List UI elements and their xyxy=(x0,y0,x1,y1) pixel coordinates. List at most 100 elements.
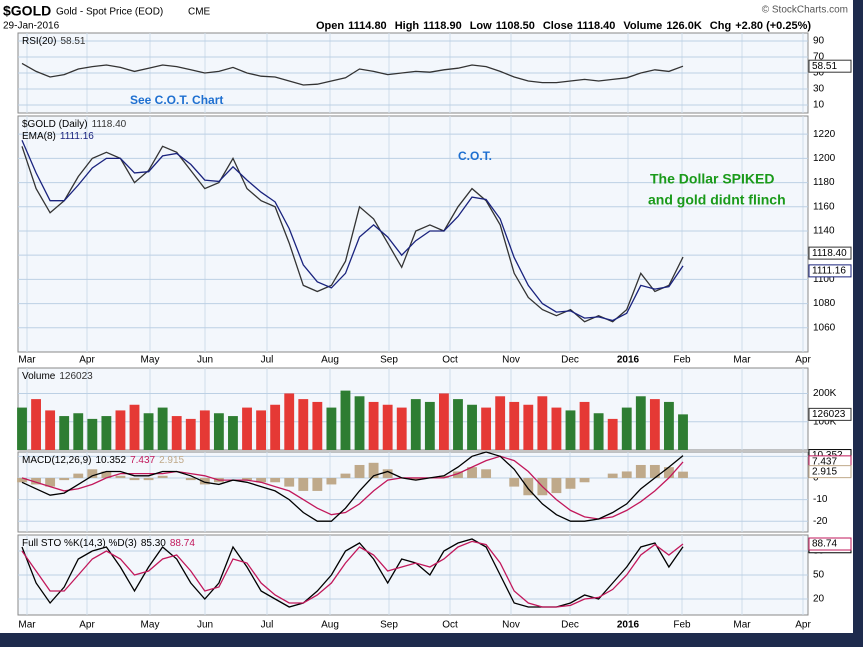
x-tick-label: 2016 xyxy=(617,355,640,366)
legend-value: 126023 xyxy=(59,371,93,382)
volume-bar xyxy=(31,399,41,450)
legend-title: Full STO %K(14,3) %D(3) xyxy=(22,538,137,549)
volume-bar xyxy=(593,413,604,450)
legend-value: 88.74 xyxy=(170,538,195,549)
legend-value: 85.30 xyxy=(141,538,166,549)
y-tick-label: 1100 xyxy=(813,274,835,285)
histogram-bar xyxy=(129,477,140,481)
annotation: See C.O.T. Chart xyxy=(130,93,223,107)
volume-bar xyxy=(537,396,548,450)
x-tick-label: Apr xyxy=(79,355,95,366)
series-line xyxy=(21,62,684,86)
x-tick-label: Aug xyxy=(321,355,339,366)
annotation: The Dollar SPIKED xyxy=(650,171,774,187)
legend: $GOLD (Daily) 1118.40 EMA(8) 1111.16 xyxy=(22,119,127,142)
legend-title: MACD(12,26,9) xyxy=(22,455,91,466)
y-tick-label: 50 xyxy=(813,570,825,581)
x-tick-label: May xyxy=(141,620,160,631)
legend: Volume 126023 xyxy=(22,371,93,382)
x-tick-label: Aug xyxy=(321,620,339,631)
volume-bar xyxy=(396,407,407,450)
histogram-bar xyxy=(649,464,660,478)
quote-value: 1118.90 xyxy=(423,20,462,32)
volume-bar xyxy=(664,401,674,450)
volume-bar xyxy=(157,407,168,450)
volume-bar xyxy=(270,404,281,450)
symbol: $GOLD xyxy=(3,3,51,19)
x-tick-label: Dec xyxy=(561,355,579,366)
legend-value: 10.352 xyxy=(95,455,126,466)
y-tick-label: 1180 xyxy=(813,177,835,188)
x-tick-label: Mar xyxy=(18,355,36,366)
exchange: CME xyxy=(188,7,211,18)
date: 29-Jan-2016 xyxy=(3,21,60,32)
x-tick-label: Mar xyxy=(733,355,751,366)
volume-bar xyxy=(213,413,224,450)
quote: Open 1114.80 High 1118.90 Low 1108.50 Close 111… xyxy=(316,20,811,32)
histogram-bar xyxy=(87,469,98,478)
x-tick-label: Mar xyxy=(18,620,36,631)
series-line xyxy=(21,455,684,520)
histogram-bar xyxy=(621,471,632,478)
volume-bar xyxy=(242,407,252,450)
legend-name: $GOLD (Daily) xyxy=(22,119,88,130)
value-box-label: 2.915 xyxy=(812,466,837,477)
legend-value: 1111.16 xyxy=(60,131,94,142)
legend-value: 2.915 xyxy=(159,455,184,466)
value-box-label: 1111.16 xyxy=(812,266,846,277)
histogram-bar xyxy=(509,477,520,487)
series-line xyxy=(21,540,684,608)
volume-bar xyxy=(453,399,463,450)
volume-bar xyxy=(45,410,56,450)
volume-bar xyxy=(298,399,309,450)
x-tick-label: Feb xyxy=(673,620,691,631)
y-tick-label: 1140 xyxy=(813,226,835,237)
volume-bar xyxy=(678,414,688,450)
value-box-label: 58.51 xyxy=(812,61,837,72)
quote-value: 1108.50 xyxy=(496,20,535,32)
quote-label: Close xyxy=(543,20,573,32)
volume-bar xyxy=(129,404,140,450)
histogram-bar xyxy=(410,477,421,481)
series-line xyxy=(21,451,684,522)
y-tick-label: 30 xyxy=(813,84,825,95)
histogram-bar xyxy=(312,477,323,491)
value-box xyxy=(808,264,852,278)
volume-bar xyxy=(284,393,295,450)
y-tick-label: 1060 xyxy=(813,322,836,333)
x-tick-label: 2016 xyxy=(617,620,640,631)
y-tick-label: 1080 xyxy=(813,298,836,309)
volume-bar xyxy=(382,404,393,450)
volume-bar xyxy=(635,396,646,450)
quote-value: 1114.80 xyxy=(348,20,387,32)
volume-bar xyxy=(649,399,660,450)
value-box-label: 1118.40 xyxy=(812,248,847,259)
x-tick-label: Apr xyxy=(795,355,811,366)
volume-bar xyxy=(171,416,182,450)
volume-bar xyxy=(354,396,365,450)
y-tick-label: 100K xyxy=(813,416,837,427)
histogram-bar xyxy=(270,477,281,483)
volume-bar xyxy=(481,407,492,450)
quote-label: High xyxy=(395,20,420,32)
histogram-bar xyxy=(256,477,267,483)
y-tick-label: 20 xyxy=(813,594,825,605)
volume-bar xyxy=(312,401,323,450)
series-line xyxy=(21,538,684,608)
y-tick-label: 1160 xyxy=(813,201,835,212)
x-tick-label: Jun xyxy=(197,355,213,366)
y-tick-label: -20 xyxy=(813,516,828,527)
value-box xyxy=(808,246,852,260)
histogram-bar xyxy=(199,477,210,485)
legend: Full STO %K(14,3) %D(3) 85.30 88.74 xyxy=(22,538,195,549)
x-tick-label: Apr xyxy=(795,620,811,631)
legend: RSI(20) 58.51 xyxy=(22,36,86,47)
volume-bar xyxy=(59,416,70,450)
histogram-bar xyxy=(143,477,154,481)
volume-bar xyxy=(495,396,506,450)
volume-bar xyxy=(340,390,351,450)
x-tick-label: Nov xyxy=(502,355,520,366)
volume-bar xyxy=(87,418,98,450)
legend-value: 1118.40 xyxy=(92,119,127,130)
